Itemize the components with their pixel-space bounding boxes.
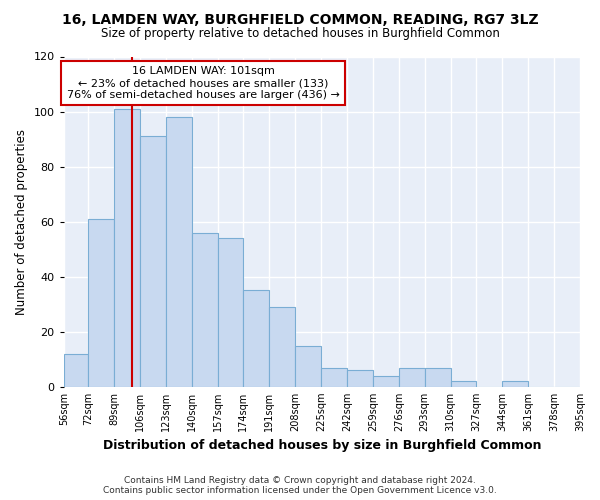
Bar	[451, 382, 476, 387]
Bar	[269, 307, 295, 387]
Bar	[140, 136, 166, 387]
Bar	[114, 109, 140, 387]
Bar	[425, 368, 451, 387]
Bar	[64, 354, 88, 387]
Bar	[321, 368, 347, 387]
Bar	[166, 117, 191, 387]
Bar	[373, 376, 399, 387]
Text: Contains HM Land Registry data © Crown copyright and database right 2024.
Contai: Contains HM Land Registry data © Crown c…	[103, 476, 497, 495]
Bar	[88, 219, 114, 387]
Bar	[218, 238, 244, 387]
Bar	[244, 290, 269, 387]
Text: 16, LAMDEN WAY, BURGHFIELD COMMON, READING, RG7 3LZ: 16, LAMDEN WAY, BURGHFIELD COMMON, READI…	[62, 12, 538, 26]
Bar	[191, 232, 218, 387]
Text: Size of property relative to detached houses in Burghfield Common: Size of property relative to detached ho…	[101, 28, 499, 40]
Bar	[295, 346, 321, 387]
Bar	[399, 368, 425, 387]
Bar	[347, 370, 373, 387]
Text: 16 LAMDEN WAY: 101sqm
← 23% of detached houses are smaller (133)
76% of semi-det: 16 LAMDEN WAY: 101sqm ← 23% of detached …	[67, 66, 340, 100]
Y-axis label: Number of detached properties: Number of detached properties	[15, 128, 28, 314]
Bar	[502, 382, 528, 387]
X-axis label: Distribution of detached houses by size in Burghfield Common: Distribution of detached houses by size …	[103, 440, 541, 452]
